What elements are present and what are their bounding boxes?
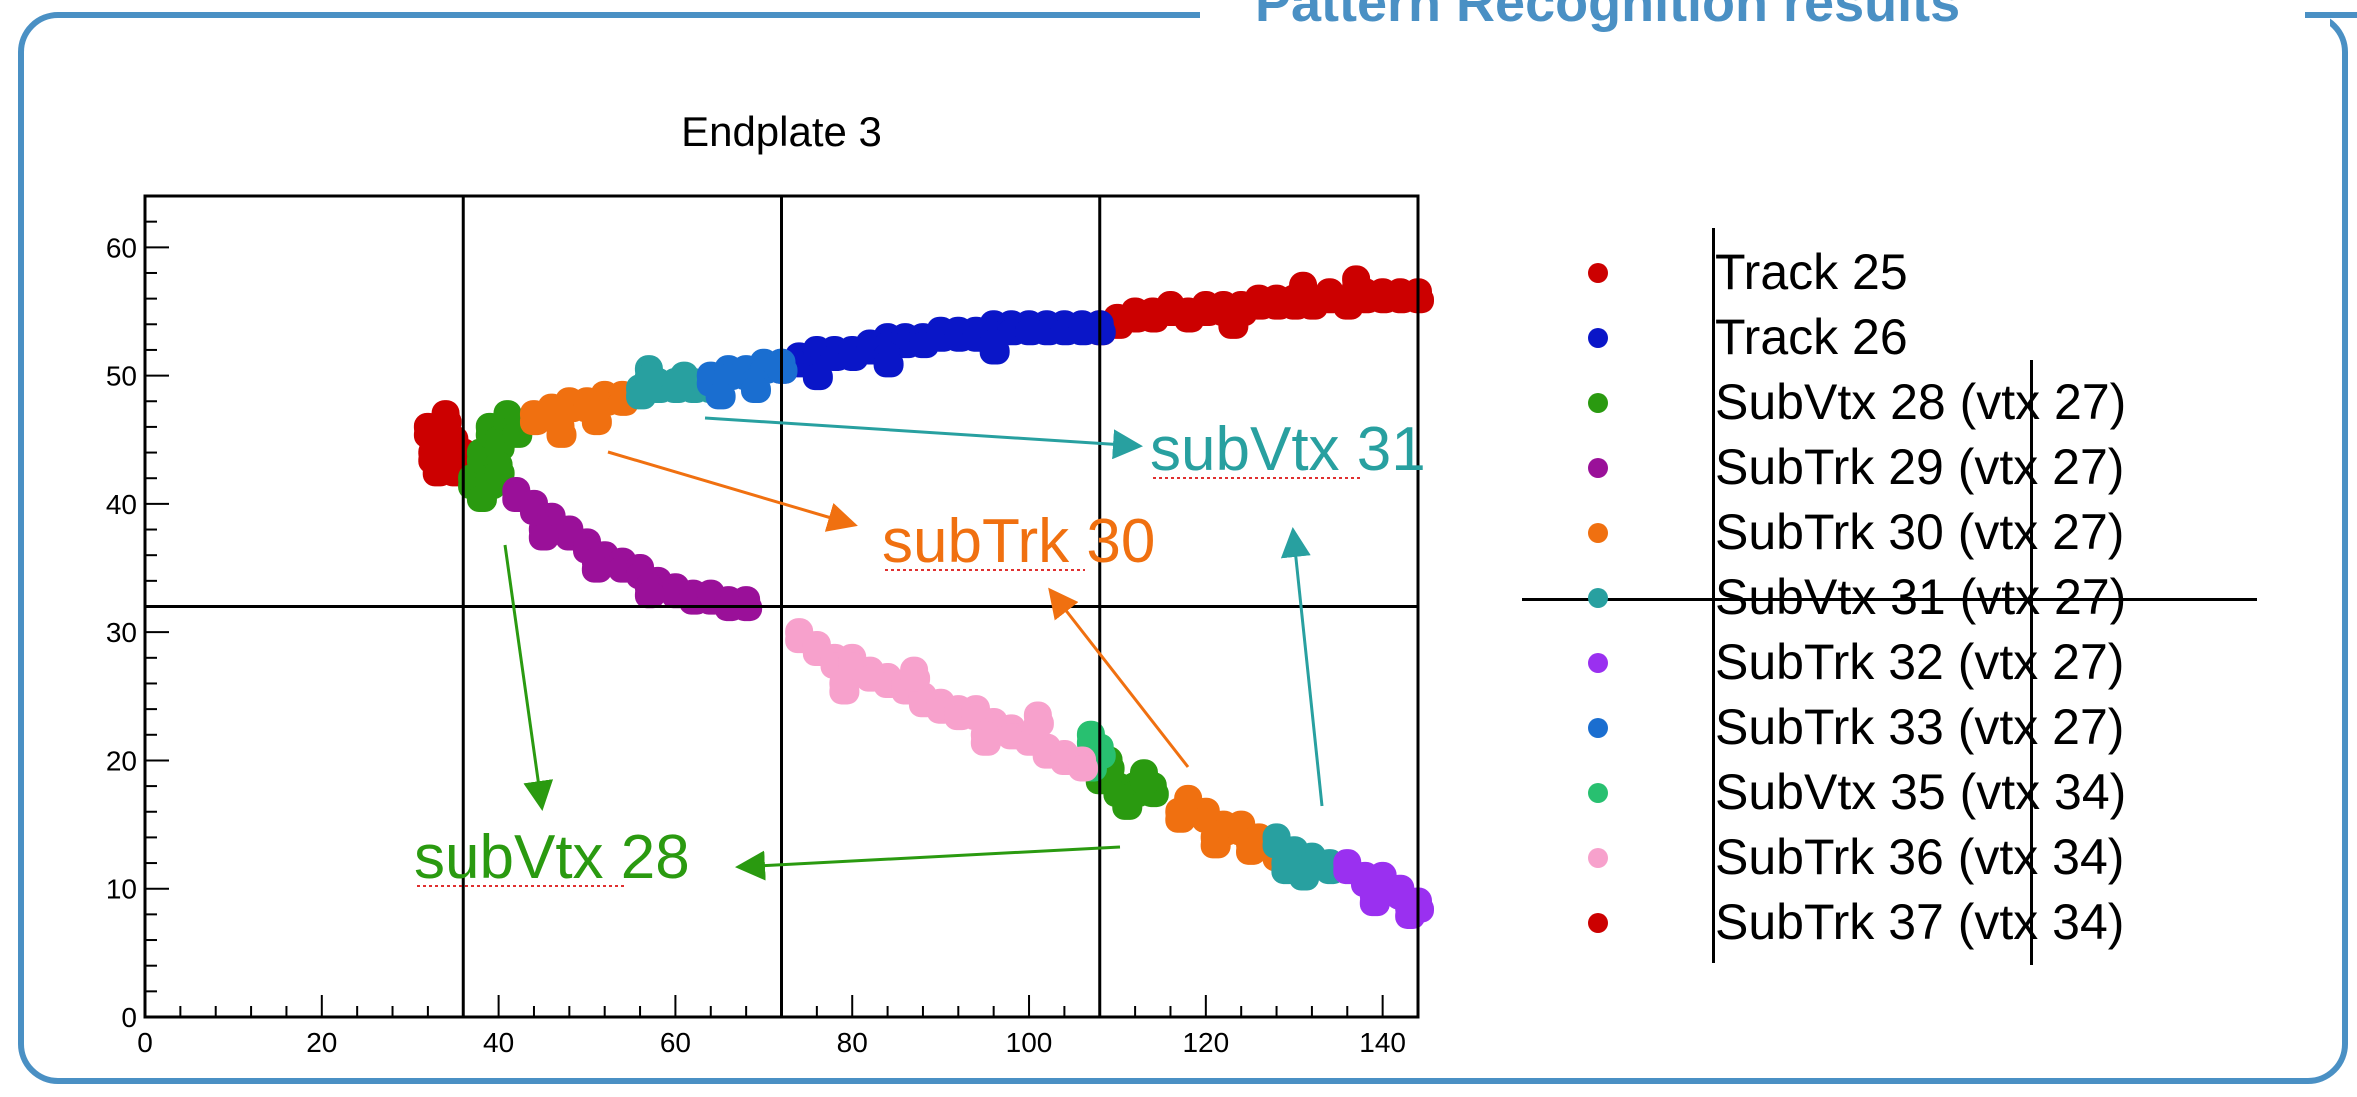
data-point <box>484 460 515 487</box>
y-tick-label: 50 <box>106 361 137 392</box>
data-point <box>1129 768 1160 795</box>
y-tick-label: 0 <box>121 1002 137 1033</box>
data-point <box>1395 902 1426 929</box>
legend-marker <box>1588 263 1608 283</box>
data-point <box>581 409 612 436</box>
annotation-arrow <box>735 845 1121 881</box>
legend-marker <box>1588 913 1608 933</box>
chart-title: Endplate 3 <box>681 108 882 155</box>
series-7 <box>696 348 798 410</box>
legend-label: SubTrk 36 (vtx 34) <box>1715 829 2125 885</box>
series-4 <box>519 380 1293 872</box>
y-tick-label: 40 <box>106 489 137 520</box>
y-tick-label: 30 <box>106 617 137 648</box>
legend-marker <box>1588 328 1608 348</box>
x-tick-label: 100 <box>1006 1027 1053 1058</box>
legend-label: SubTrk 30 (vtx 27) <box>1715 504 2125 560</box>
legend-vline-right <box>2030 360 2033 965</box>
data-point <box>732 595 763 622</box>
data-point <box>431 409 462 436</box>
legend-vline-left <box>1712 228 1715 963</box>
legend-label: SubTrk 32 (vtx 27) <box>1715 634 2125 690</box>
data-point <box>1023 710 1054 737</box>
slide-frame <box>18 12 2348 1084</box>
x-tick-label: 60 <box>660 1027 691 1058</box>
annotation-label: subVtx 31 <box>1150 415 1426 484</box>
data-point <box>979 338 1010 365</box>
data-point <box>970 729 1001 756</box>
legend-label: SubTrk 33 (vtx 27) <box>1715 699 2125 755</box>
title-gap <box>1200 0 2330 30</box>
legend-marker <box>1588 588 1608 608</box>
y-tick-label: 10 <box>106 874 137 905</box>
legend-label: SubTrk 29 (vtx 27) <box>1715 439 2125 495</box>
annotation-arrow <box>1280 527 1324 807</box>
data-point <box>1200 832 1231 859</box>
legend-marker <box>1588 523 1608 543</box>
data-point <box>422 460 453 487</box>
slide-title: Pattern Recognition results <box>1255 0 1961 33</box>
data-point <box>1165 806 1196 833</box>
series-6 <box>1333 849 1434 929</box>
data-point <box>1271 858 1302 885</box>
data-point <box>1218 312 1249 339</box>
y-tick-label: 60 <box>106 232 137 263</box>
x-tick-label: 120 <box>1182 1027 1229 1058</box>
annotation-label: subVtx 28 <box>414 823 690 892</box>
data-point <box>1236 838 1267 865</box>
legend-label: SubTrk 37 (vtx 34) <box>1715 894 2125 950</box>
series-1 <box>767 310 1116 391</box>
legend-marker <box>1588 848 1608 868</box>
legend-marker <box>1588 458 1608 478</box>
y-tick-label: 20 <box>106 745 137 776</box>
legend-hline <box>1522 598 2257 601</box>
data-point <box>546 421 577 448</box>
data-point <box>802 364 833 391</box>
data-point <box>1342 274 1373 301</box>
data-point <box>1068 755 1099 782</box>
legend-label: SubVtx 31 (vtx 27) <box>1715 569 2127 625</box>
annotation-arrow <box>607 450 858 532</box>
legend-label: Track 25 <box>1715 244 1908 300</box>
data-point <box>873 351 904 378</box>
data-point <box>1359 890 1390 917</box>
data-point <box>581 556 612 583</box>
series-3 <box>502 477 763 622</box>
x-tick-label: 80 <box>837 1027 868 1058</box>
data-point <box>1112 793 1143 820</box>
legend-marker <box>1588 653 1608 673</box>
data-point <box>1289 280 1320 307</box>
x-tick-label: 20 <box>306 1027 337 1058</box>
annotation-arrow <box>503 544 554 811</box>
data-point <box>528 524 559 551</box>
annotation-arrow <box>704 416 1143 460</box>
data-point <box>670 370 701 397</box>
series-9 <box>785 618 1099 782</box>
data-point <box>634 364 665 391</box>
data-point <box>900 665 931 692</box>
x-tick-label: 40 <box>483 1027 514 1058</box>
legend-label: Track 26 <box>1715 309 1908 365</box>
data-point <box>634 582 665 609</box>
x-tick-label: 0 <box>137 1027 153 1058</box>
legend-label: SubVtx 28 (vtx 27) <box>1715 374 2127 430</box>
data-point <box>705 383 736 410</box>
annotation-arrow <box>1048 587 1190 768</box>
x-tick-label: 140 <box>1359 1027 1406 1058</box>
data-point <box>740 377 771 404</box>
annotation-label: subTrk 30 <box>882 507 1155 576</box>
data-point <box>829 678 860 705</box>
legend-marker <box>1588 718 1608 738</box>
legend-label: SubVtx 35 (vtx 34) <box>1715 764 2127 820</box>
legend: Track 25 Track 26 SubVtx 28 (vtx 27) SubTrk… <box>1510 220 2270 980</box>
legend-marker <box>1588 783 1608 803</box>
legend-marker <box>1588 393 1608 413</box>
frame-accent <box>2305 12 2357 18</box>
